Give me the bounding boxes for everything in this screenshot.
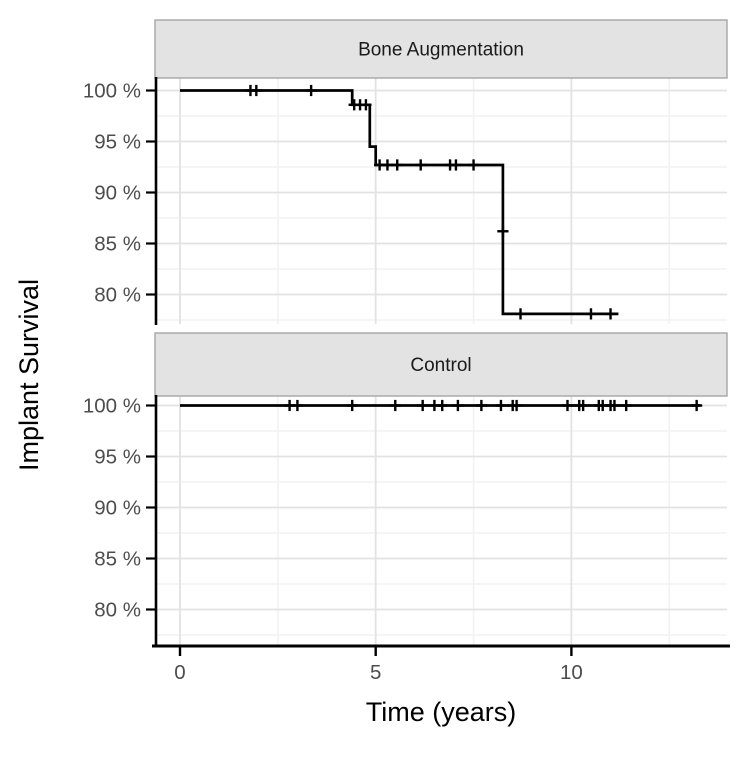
- censor-mark: [585, 308, 597, 320]
- censor-mark: [450, 159, 462, 171]
- survival-curve-bone-augmentation: [180, 89, 619, 316]
- x-tick-label: 5: [370, 661, 381, 684]
- y-tick-label: 100 %: [83, 80, 141, 103]
- y-tick-label: 80 %: [94, 284, 141, 307]
- x-axis-title: Time (years): [366, 697, 517, 727]
- censor-mark: [417, 399, 429, 412]
- y-tick-label: 90 %: [94, 497, 141, 520]
- censor-mark: [346, 399, 358, 412]
- censor-mark: [389, 399, 401, 412]
- censor-mark: [475, 399, 487, 412]
- censor-mark: [391, 159, 403, 171]
- y-axis-title: Implant Survival: [14, 279, 44, 471]
- censor-mark: [360, 99, 372, 111]
- x-tick-label: 10: [560, 661, 583, 684]
- facet-strip-label: Control: [410, 355, 471, 376]
- censor-mark: [452, 399, 464, 412]
- facet-strip: [154, 19, 728, 79]
- censor-mark: [691, 399, 703, 412]
- censor-mark: [467, 159, 480, 171]
- censor-mark: [305, 84, 317, 97]
- censor-mark: [561, 399, 574, 412]
- censor-mark: [604, 308, 617, 320]
- facet-panel: [155, 396, 727, 645]
- censor-mark: [514, 308, 527, 320]
- censor-mark: [511, 399, 523, 412]
- y-tick-label: 85 %: [94, 233, 141, 256]
- censor-mark: [577, 399, 589, 412]
- facet-panel: [155, 78, 727, 324]
- x-tick-label: 0: [174, 661, 185, 684]
- censor-mark: [495, 399, 507, 412]
- censor-mark: [497, 225, 509, 237]
- censor-mark: [608, 399, 621, 412]
- censor-mark: [620, 399, 632, 412]
- facet-strip: [154, 332, 728, 397]
- plot-panels: Bone Augmentation 100 % 95 % 90 % 85 % 80 % Co…: [83, 19, 730, 684]
- y-tick-label: 95 %: [94, 131, 141, 154]
- censor-mark: [291, 399, 304, 412]
- y-tick-label: 80 %: [94, 599, 141, 622]
- y-tick-label: 100 %: [83, 395, 141, 418]
- censor-mark: [381, 159, 394, 171]
- censor-mark: [250, 84, 262, 97]
- censor-mark: [436, 399, 448, 412]
- facet-strip-label: Bone Augmentation: [358, 40, 524, 61]
- y-tick-label: 85 %: [94, 548, 141, 571]
- y-tick-label: 95 %: [94, 446, 141, 469]
- y-tick-label: 90 %: [94, 182, 141, 205]
- censor-mark: [415, 159, 427, 171]
